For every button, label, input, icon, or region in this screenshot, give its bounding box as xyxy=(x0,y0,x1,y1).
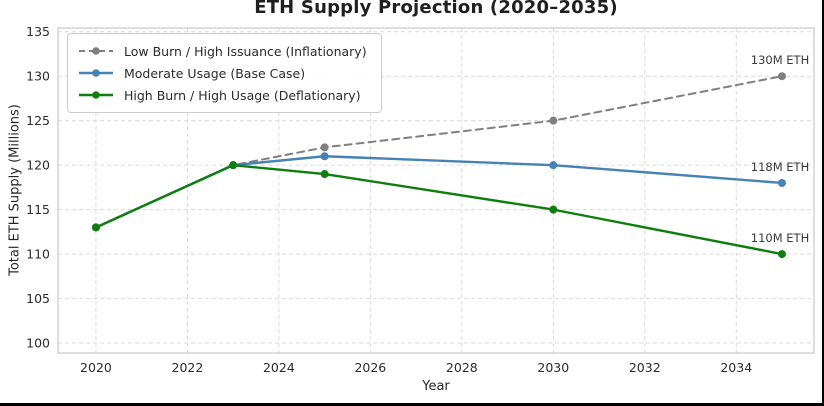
y-tick-label: 130 xyxy=(26,69,50,84)
data-point-marker xyxy=(549,205,558,214)
y-tick-label: 120 xyxy=(26,158,50,173)
x-axis-label: Year xyxy=(422,379,450,394)
data-point-marker xyxy=(549,116,558,125)
y-tick-label: 125 xyxy=(26,113,50,128)
legend-line-marker-icon xyxy=(79,69,113,77)
end-annotation: 118M ETH xyxy=(751,160,809,174)
data-point-marker xyxy=(777,72,786,81)
legend-item: Low Burn / High Issuance (Inflationary) xyxy=(78,40,367,62)
x-tick-label: 2022 xyxy=(172,360,204,375)
x-tick-label: 2020 xyxy=(80,360,112,375)
y-axis-label: Total ETH Supply (Millions) xyxy=(7,104,23,276)
y-tick-label: 115 xyxy=(26,202,50,217)
y-tick-label: 100 xyxy=(26,336,50,351)
legend-line-marker-icon xyxy=(79,47,113,55)
legend-item: High Burn / High Usage (Deflationary) xyxy=(78,84,367,106)
x-tick-label: 2034 xyxy=(720,360,752,375)
x-tick-label: 2024 xyxy=(263,360,295,375)
legend-label: High Burn / High Usage (Deflationary) xyxy=(124,87,361,103)
chart-title: ETH Supply Projection (2020–2035) xyxy=(254,0,618,18)
x-tick-label: 2030 xyxy=(537,360,569,375)
data-point-marker xyxy=(549,161,558,170)
legend-label: Low Burn / High Issuance (Inflationary) xyxy=(124,43,367,59)
y-tick-label: 135 xyxy=(26,24,50,39)
end-annotation: 130M ETH xyxy=(751,53,809,67)
data-point-marker xyxy=(320,170,329,179)
data-point-marker xyxy=(320,143,329,152)
data-point-marker xyxy=(91,223,100,232)
y-tick-label: 105 xyxy=(26,291,50,306)
plot-area-border xyxy=(57,27,815,354)
legend: Low Burn / High Issuance (Inflationary) M… xyxy=(67,33,382,113)
data-point-marker xyxy=(320,152,329,161)
end-annotation: 110M ETH xyxy=(751,231,809,245)
data-point-marker xyxy=(777,178,786,187)
legend-line-marker-icon xyxy=(79,91,113,99)
x-tick-label: 2026 xyxy=(354,360,386,375)
x-tick-label: 2032 xyxy=(629,360,661,375)
legend-item: Moderate Usage (Base Case) xyxy=(78,62,367,84)
legend-label: Moderate Usage (Base Case) xyxy=(124,65,306,81)
y-tick-label: 110 xyxy=(26,247,50,262)
data-point-marker xyxy=(229,161,238,170)
data-point-marker xyxy=(777,250,786,259)
x-tick-label: 2028 xyxy=(446,360,478,375)
